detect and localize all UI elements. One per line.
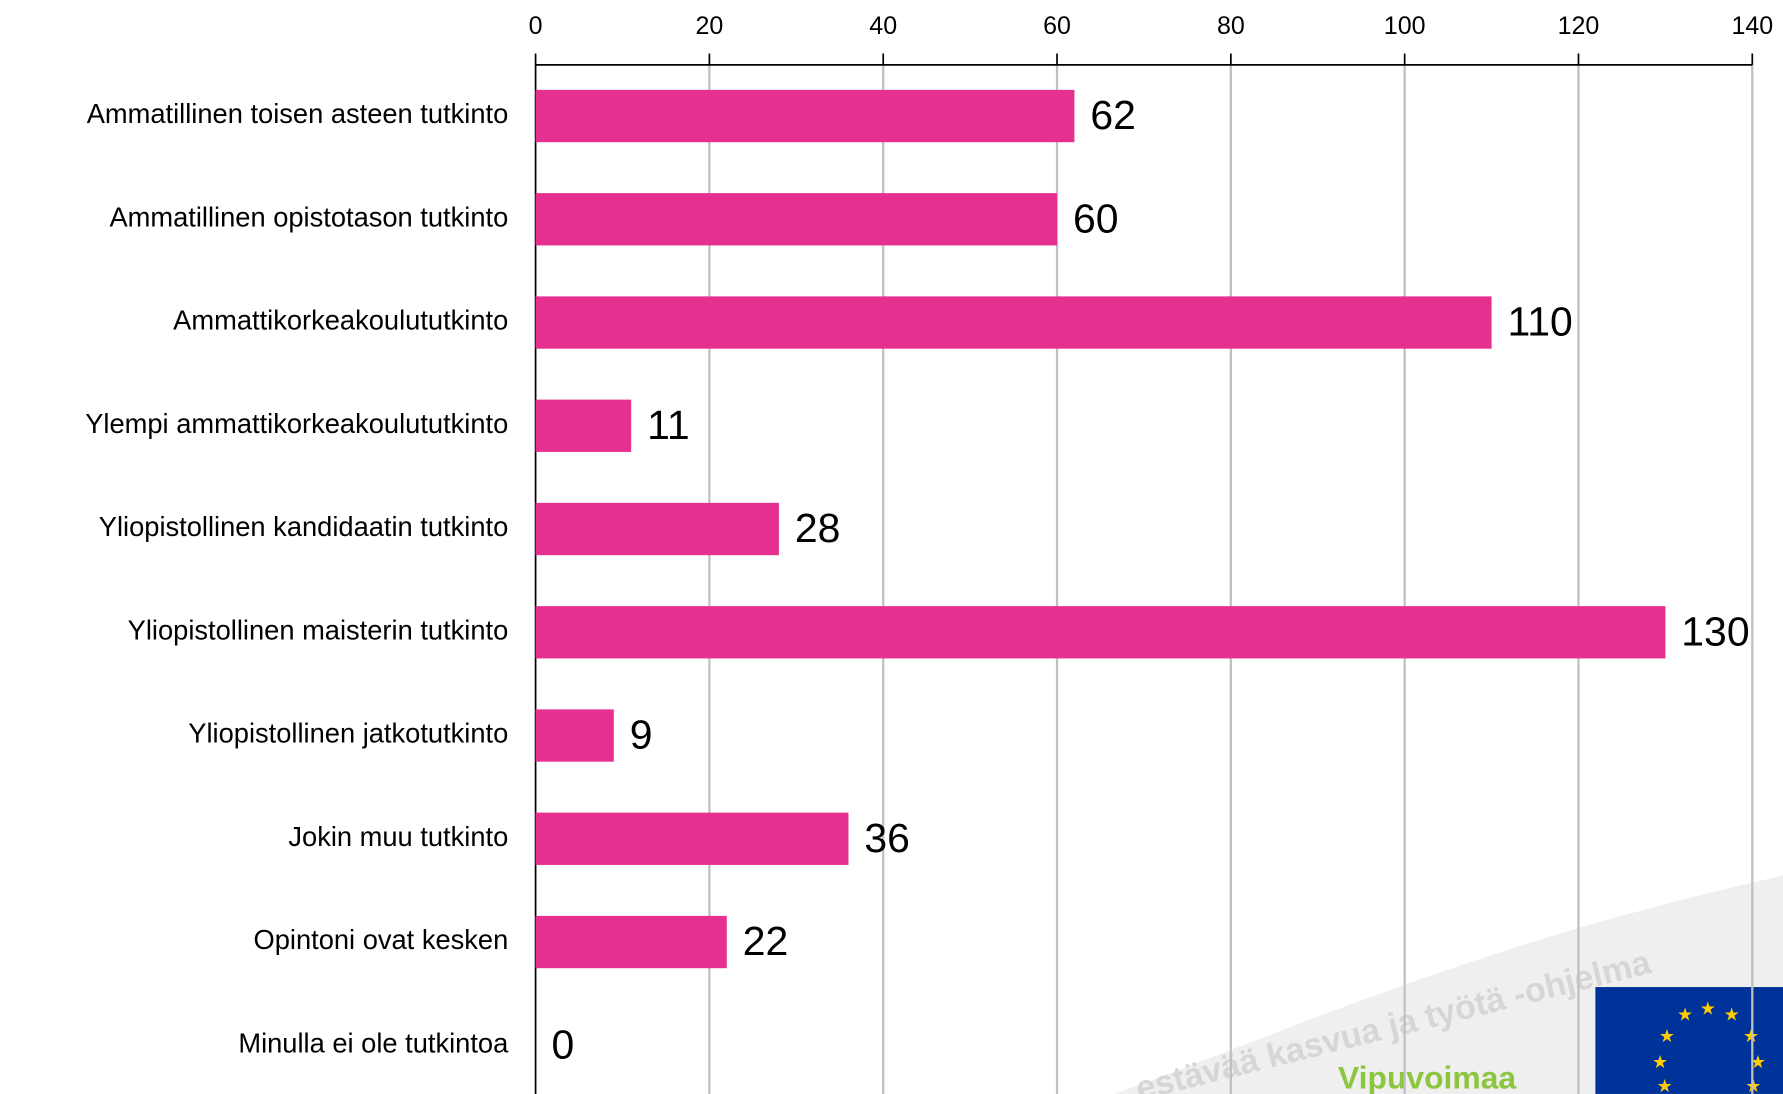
eu-flag: ★ ★ ★ ★ ★ ★ ★ ★ ★ — [1595, 987, 1783, 1094]
svg-text:★: ★ — [1657, 1076, 1673, 1094]
value-label: 36 — [864, 815, 910, 861]
y-tick-label: Yliopistollinen jatkotutkinto — [188, 718, 508, 749]
x-tick-label: 40 — [869, 12, 897, 40]
y-tick-label: Ammattikorkeakoulututkinto — [173, 305, 508, 336]
y-tick-label: Ammatillinen opistotason tutkinto — [109, 201, 508, 232]
svg-text:★: ★ — [1652, 1052, 1668, 1072]
bar — [535, 709, 614, 762]
value-label: 22 — [743, 918, 789, 964]
bar — [535, 812, 849, 865]
x-tick-label: 60 — [1043, 12, 1071, 40]
bar — [535, 89, 1075, 143]
value-label: 60 — [1073, 195, 1119, 241]
bar — [535, 502, 779, 556]
svg-text:★: ★ — [1677, 1004, 1693, 1024]
bar — [535, 399, 632, 452]
y-tick-label: Opintoni ovat kesken — [254, 924, 509, 955]
svg-text:★: ★ — [1743, 1026, 1759, 1046]
svg-text:★: ★ — [1700, 999, 1716, 1019]
bar — [535, 915, 727, 969]
value-label: 9 — [630, 712, 653, 758]
value-label: 110 — [1507, 299, 1572, 345]
value-label: 62 — [1090, 92, 1136, 138]
value-label: 0 — [552, 1021, 575, 1067]
value-label: 130 — [1681, 608, 1749, 654]
y-tick-label: Yliopistollinen kandidaatin tutkinto — [99, 511, 509, 542]
bar — [535, 606, 1666, 659]
y-tick-label: Yliopistollinen maisterin tutkinto — [128, 614, 509, 645]
value-label: 28 — [795, 505, 841, 551]
x-tick-label: 80 — [1217, 12, 1245, 40]
x-tick-label: 0 — [529, 12, 543, 40]
bar — [535, 193, 1058, 246]
x-tick-label: 120 — [1558, 12, 1600, 40]
bar — [535, 296, 1492, 349]
y-tick-label: Ylempi ammattikorkeakoulututkinto — [85, 408, 508, 439]
svg-text:★: ★ — [1750, 1052, 1766, 1072]
svg-text:★: ★ — [1659, 1026, 1675, 1046]
y-tick-label: Ammatillinen toisen asteen tutkinto — [87, 98, 509, 129]
x-tick-label: 100 — [1384, 12, 1426, 40]
svg-text:★: ★ — [1724, 1004, 1740, 1024]
y-tick-label: Minulla ei ole tutkintoa — [238, 1027, 509, 1058]
y-tick-label: Jokin muu tutkinto — [288, 821, 508, 852]
x-tick-label: 140 — [1731, 12, 1773, 40]
svg-text:★: ★ — [1745, 1076, 1761, 1094]
x-tick-label: 20 — [695, 12, 723, 40]
watermark-brand: Vipuvoimaa — [1338, 1060, 1516, 1094]
value-label: 11 — [647, 402, 689, 448]
